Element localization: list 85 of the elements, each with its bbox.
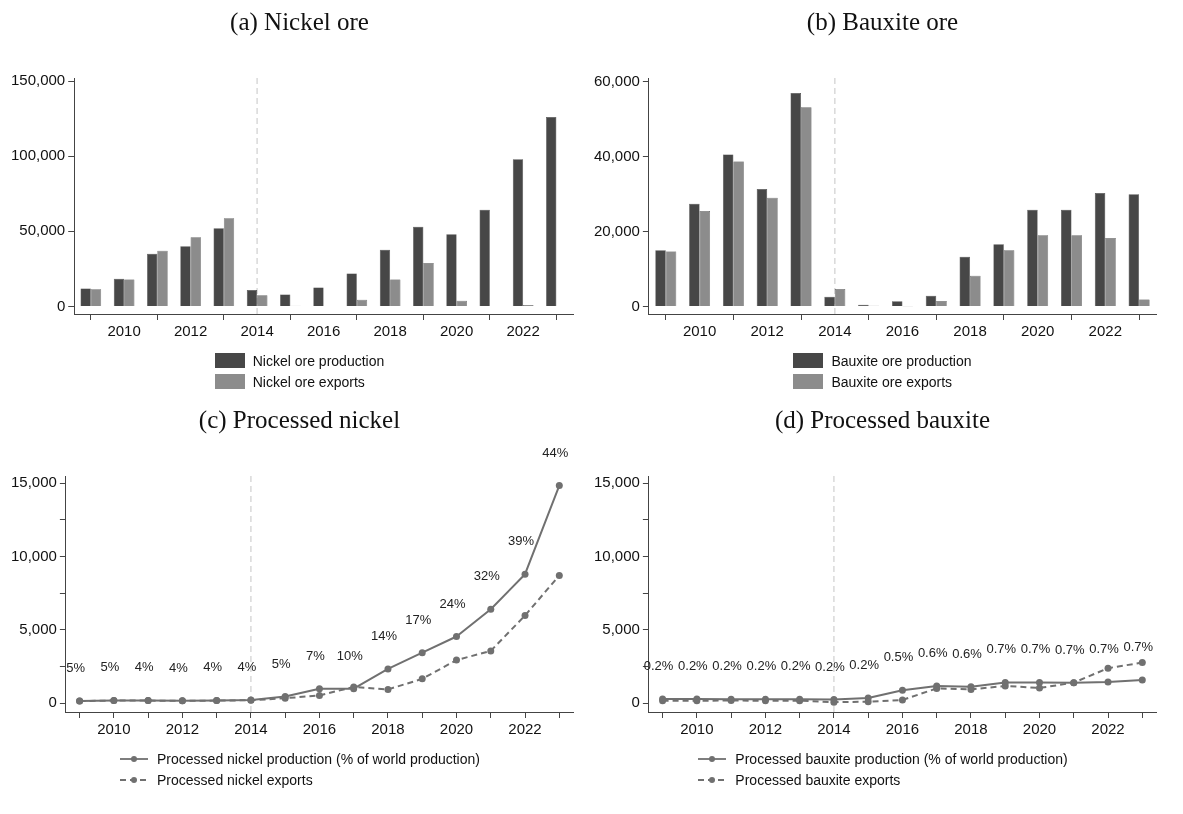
x-tick-label: 2014 [818, 322, 852, 340]
x-tick-label: 2020 [439, 720, 474, 738]
x-tick-label: 2022 [508, 720, 542, 738]
y-tick-label: 5,000 [19, 620, 57, 638]
annotation: 0.2% [815, 658, 846, 674]
x-tick-label: 2016 [302, 720, 337, 738]
y-tick-label: 0 [56, 296, 66, 314]
y-tick-label: 5,000 [602, 620, 640, 638]
y-tick-label: 15,000 [593, 473, 640, 491]
annotation: 10% [336, 647, 364, 663]
annotation: 0.6% [917, 644, 948, 660]
y-tick-label: 10,000 [10, 546, 57, 564]
annotation: 0.5% [883, 649, 914, 665]
chart-title: (b) Bauxite ore [805, 8, 960, 37]
x-tick-label: 2012 [750, 322, 784, 340]
legend-label: Nickel ore exports [252, 373, 365, 390]
annotation: 32% [473, 568, 501, 584]
annotation: 5% [271, 655, 292, 671]
annotation: 4% [134, 659, 154, 675]
annotation: 39% [508, 533, 535, 549]
annotation: 4% [168, 659, 189, 675]
legend-label: Processed bauxite production (% of world production) [735, 750, 1068, 767]
annotation: 4% [237, 659, 257, 675]
annotation: 0.7% [1089, 641, 1120, 657]
y-tick-label: 50,000 [19, 221, 66, 239]
y-tick-label: 10,000 [593, 546, 640, 564]
annotation: 7% [306, 647, 326, 663]
annotation: 0.2% [678, 658, 709, 674]
y-tick-label: 60,000 [593, 71, 640, 89]
annotation: 4% [203, 659, 223, 675]
x-tick-label: 2014 [817, 720, 851, 738]
x-tick-label: 2018 [953, 322, 987, 340]
annotation: 0.2% [780, 658, 811, 674]
legend-label: Processed nickel exports [157, 771, 313, 788]
x-tick-label: 2010 [680, 720, 714, 738]
annotation: 24% [439, 595, 466, 611]
x-tick-label: 2016 [306, 322, 341, 340]
x-tick-label: 2018 [371, 720, 405, 738]
chart-title: (c) Processed nickel [197, 406, 402, 436]
x-tick-label: 2014 [234, 720, 268, 738]
x-tick-label: 2010 [97, 720, 131, 738]
x-tick-label: 2022 [506, 322, 540, 340]
x-tick-label: 2010 [682, 322, 717, 340]
legend-label: Nickel ore production [252, 352, 385, 369]
x-tick-label: 2018 [373, 322, 407, 340]
annotation: 14% [370, 627, 398, 643]
chart-title: (d) Processed bauxite [773, 406, 992, 436]
annotation: 0.7% [1054, 641, 1086, 657]
annotation: 0.2% [849, 657, 880, 673]
x-tick-label: 2020 [1020, 322, 1055, 340]
annotation: 0.7% [1020, 641, 1051, 657]
annotation: 17% [405, 611, 432, 627]
y-tick-label: 20,000 [593, 221, 640, 239]
x-tick-label: 2012 [165, 720, 200, 738]
y-tick-label: 40,000 [593, 146, 640, 164]
annotation: 0.7% [986, 641, 1017, 657]
legend-label: Bauxite ore production [831, 352, 972, 369]
legend-label: Bauxite ore exports [831, 373, 953, 390]
x-tick-label: 2012 [173, 322, 208, 340]
annotation: 44% [542, 444, 569, 460]
legend-label: Processed nickel production (% of world production) [157, 750, 480, 767]
x-tick-label: 2014 [240, 322, 274, 340]
x-tick-label: 2010 [107, 322, 141, 340]
y-tick-label: 0 [631, 693, 640, 711]
chart-title: (a) Nickel ore [229, 8, 370, 38]
annotation: 0.2% [746, 658, 777, 674]
annotation: 0.7% [1123, 638, 1154, 654]
legend-label: Processed bauxite exports [735, 771, 901, 788]
x-tick-label: 2022 [1091, 720, 1125, 738]
annotation: 5% [100, 659, 120, 675]
x-tick-label: 2020 [439, 322, 474, 340]
y-tick-label: 0 [631, 296, 640, 314]
annotation: 0.2% [712, 658, 743, 674]
x-tick-label: 2012 [748, 720, 783, 738]
y-tick-label: 15,000 [10, 473, 57, 491]
y-tick-label: 100,000 [10, 146, 66, 164]
x-tick-label: 2018 [954, 720, 988, 738]
x-tick-label: 2020 [1022, 720, 1057, 738]
x-tick-label: 2016 [885, 322, 920, 340]
y-tick-label: 0 [48, 693, 57, 711]
x-tick-label: 2016 [885, 720, 920, 738]
annotation: 5% [66, 660, 86, 676]
x-tick-label: 2022 [1088, 322, 1122, 340]
annotation: 0.6% [952, 645, 983, 661]
y-tick-label: 150,000 [10, 71, 66, 89]
